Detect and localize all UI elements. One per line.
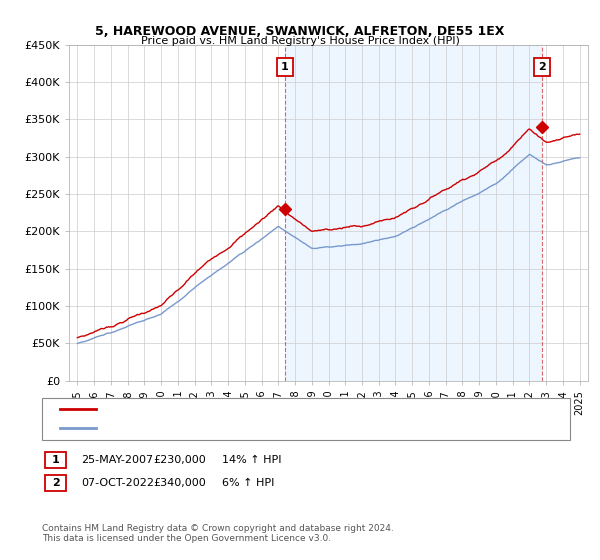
Text: Price paid vs. HM Land Registry's House Price Index (HPI): Price paid vs. HM Land Registry's House … bbox=[140, 36, 460, 46]
Text: £230,000: £230,000 bbox=[153, 455, 206, 465]
Text: Contains HM Land Registry data © Crown copyright and database right 2024.
This d: Contains HM Land Registry data © Crown c… bbox=[42, 524, 394, 543]
Text: HPI: Average price, detached house, Amber Valley: HPI: Average price, detached house, Ambe… bbox=[105, 423, 367, 433]
Text: 25-MAY-2007: 25-MAY-2007 bbox=[81, 455, 153, 465]
Text: £340,000: £340,000 bbox=[153, 478, 206, 488]
Text: 6% ↑ HPI: 6% ↑ HPI bbox=[222, 478, 274, 488]
Text: 1: 1 bbox=[281, 62, 289, 72]
Text: 1: 1 bbox=[52, 455, 59, 465]
Text: 2: 2 bbox=[52, 478, 59, 488]
Text: 5, HAREWOOD AVENUE, SWANWICK, ALFRETON, DE55 1EX: 5, HAREWOOD AVENUE, SWANWICK, ALFRETON, … bbox=[95, 25, 505, 38]
Bar bbox=[285, 45, 542, 381]
Text: 2: 2 bbox=[538, 62, 546, 72]
Text: 5, HAREWOOD AVENUE, SWANWICK, ALFRETON, DE55 1EX (detached house): 5, HAREWOOD AVENUE, SWANWICK, ALFRETON, … bbox=[105, 404, 506, 414]
Text: 07-OCT-2022: 07-OCT-2022 bbox=[81, 478, 154, 488]
Text: 14% ↑ HPI: 14% ↑ HPI bbox=[222, 455, 281, 465]
